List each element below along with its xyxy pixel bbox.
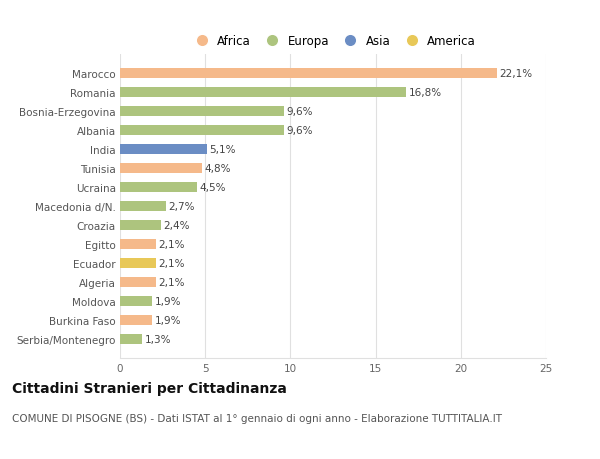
Text: 4,5%: 4,5%: [199, 183, 226, 193]
Text: 9,6%: 9,6%: [286, 107, 313, 117]
Text: Cittadini Stranieri per Cittadinanza: Cittadini Stranieri per Cittadinanza: [12, 381, 287, 395]
Text: 2,4%: 2,4%: [163, 220, 190, 230]
Bar: [120, 220, 161, 231]
Bar: [120, 69, 497, 79]
Bar: [120, 126, 284, 136]
Bar: [120, 163, 202, 174]
Text: 1,3%: 1,3%: [145, 334, 171, 344]
Bar: [120, 202, 166, 212]
Text: 2,1%: 2,1%: [158, 240, 185, 249]
Text: 22,1%: 22,1%: [499, 69, 532, 79]
Text: 1,9%: 1,9%: [155, 296, 181, 306]
Text: 5,1%: 5,1%: [209, 145, 236, 155]
Bar: [120, 106, 284, 117]
Text: 4,8%: 4,8%: [205, 164, 231, 174]
Bar: [120, 334, 142, 344]
Text: 2,1%: 2,1%: [158, 258, 185, 269]
Bar: [120, 296, 152, 307]
Legend: Africa, Europa, Asia, America: Africa, Europa, Asia, America: [185, 31, 481, 53]
Bar: [120, 182, 197, 193]
Text: 9,6%: 9,6%: [286, 126, 313, 136]
Bar: [120, 145, 207, 155]
Bar: [120, 239, 156, 250]
Bar: [120, 88, 406, 98]
Bar: [120, 277, 156, 287]
Bar: [120, 315, 152, 325]
Text: 16,8%: 16,8%: [409, 88, 442, 98]
Text: 2,1%: 2,1%: [158, 277, 185, 287]
Text: 2,7%: 2,7%: [169, 202, 195, 212]
Text: 1,9%: 1,9%: [155, 315, 181, 325]
Bar: [120, 258, 156, 269]
Text: COMUNE DI PISOGNE (BS) - Dati ISTAT al 1° gennaio di ogni anno - Elaborazione TU: COMUNE DI PISOGNE (BS) - Dati ISTAT al 1…: [12, 413, 502, 423]
